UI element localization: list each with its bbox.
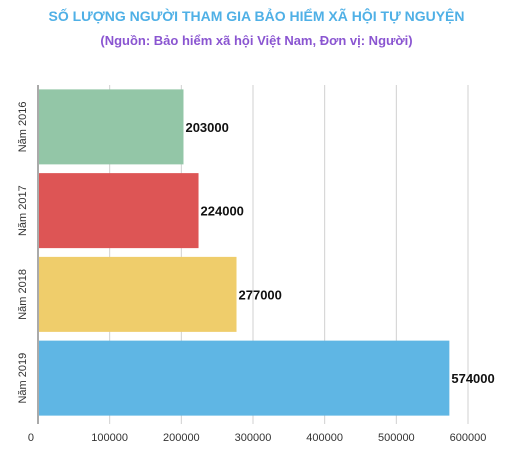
bar: [39, 89, 184, 165]
chart-title: SỐ LƯỢNG NGƯỜI THAM GIA BẢO HIỂM XÃ HỘI …: [48, 8, 465, 24]
x-tick-label: 500000: [378, 432, 415, 444]
data-label: 203000: [185, 120, 228, 135]
x-tick-label: 600000: [450, 432, 487, 444]
bar: [39, 256, 237, 332]
x-axis: 0 100000 200000 300000 400000 500000 600000: [28, 432, 486, 444]
data-label: 574000: [451, 371, 494, 386]
chart-subtitle: (Nguồn: Bảo hiểm xã hội Việt Nam, Đơn vị…: [100, 33, 413, 48]
data-label: 277000: [239, 287, 282, 302]
category-label: Năm 2017: [17, 185, 29, 236]
data-labels: 203000 224000 277000 574000: [185, 120, 494, 386]
category-label: Năm 2019: [17, 353, 29, 404]
category-label: Năm 2018: [17, 269, 29, 320]
category-label: Năm 2016: [17, 101, 29, 152]
x-tick-label: 400000: [306, 432, 343, 444]
bars: [39, 89, 450, 416]
bar: [39, 173, 199, 249]
bar: [39, 340, 450, 416]
y-axis-categories: Năm 2016 Năm 2017 Năm 2018 Năm 2019: [17, 101, 29, 403]
x-tick-label: 200000: [163, 432, 200, 444]
x-tick-label: 300000: [235, 432, 272, 444]
data-label: 224000: [201, 204, 244, 219]
x-tick-label: 100000: [91, 432, 128, 444]
x-tick-label: 0: [28, 432, 34, 444]
